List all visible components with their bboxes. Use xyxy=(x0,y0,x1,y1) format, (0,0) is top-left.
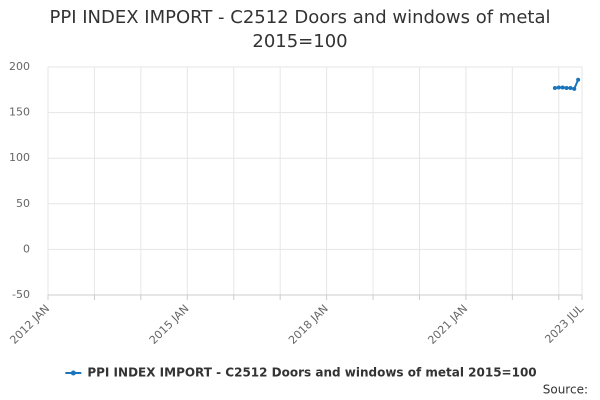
x-tick-label: 2015 JAN xyxy=(147,302,192,347)
y-tick-label: 50 xyxy=(16,197,30,210)
y-tick-label: 150 xyxy=(9,106,30,119)
x-tick-label: 2018 JAN xyxy=(286,302,331,347)
x-tick-label: 2012 JAN xyxy=(7,302,52,347)
legend-marker xyxy=(70,370,76,376)
data-point xyxy=(572,86,577,91)
source: Source: xyxy=(543,383,588,397)
data-point xyxy=(576,77,581,82)
y-tick-label: 0 xyxy=(23,242,30,255)
x-tick-label: 2023 JUL xyxy=(542,301,586,345)
data-point xyxy=(560,85,565,90)
data-point xyxy=(568,85,573,90)
chart-title: PPI INDEX IMPORT - C2512 Doors and windo… xyxy=(49,7,551,52)
data-point xyxy=(556,85,561,90)
legend-label: PPI INDEX IMPORT - C2512 Doors and windo… xyxy=(87,366,536,380)
y-tick-label: 200 xyxy=(9,60,30,73)
y-tick-label: -50 xyxy=(12,288,30,301)
y-tick-label: 100 xyxy=(9,151,30,164)
data-point xyxy=(552,85,557,90)
x-tick-label: 2021 JAN xyxy=(425,302,470,347)
data-point xyxy=(564,85,569,90)
